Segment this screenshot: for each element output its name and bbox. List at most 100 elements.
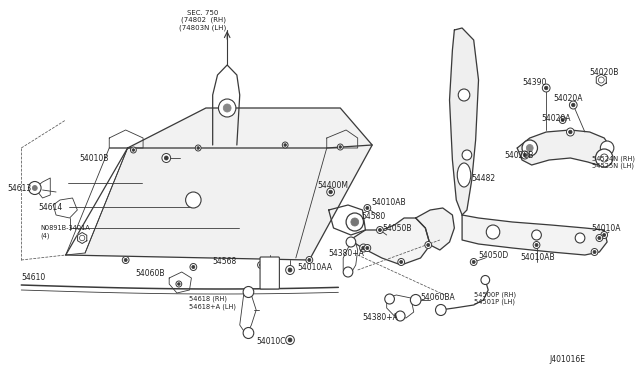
Circle shape [410, 295, 421, 305]
Circle shape [435, 305, 446, 315]
Text: 54568: 54568 [212, 257, 237, 266]
Circle shape [572, 103, 575, 107]
Circle shape [360, 244, 367, 252]
Circle shape [346, 237, 356, 247]
Circle shape [243, 286, 254, 298]
Text: 54060BA: 54060BA [420, 294, 455, 302]
Text: 54613: 54613 [8, 183, 32, 192]
Text: 54060B: 54060B [135, 269, 165, 278]
Polygon shape [66, 145, 372, 260]
Circle shape [308, 259, 311, 262]
Circle shape [176, 281, 182, 287]
Text: 54050D: 54050D [479, 251, 509, 260]
Circle shape [591, 248, 598, 256]
Circle shape [288, 338, 292, 342]
Circle shape [561, 118, 564, 122]
Text: 54400M: 54400M [317, 180, 348, 189]
Circle shape [603, 233, 605, 237]
Circle shape [398, 259, 404, 266]
Circle shape [545, 86, 548, 90]
Circle shape [396, 311, 405, 321]
Circle shape [425, 241, 431, 248]
Text: 54610: 54610 [21, 273, 45, 282]
Circle shape [243, 327, 254, 339]
Text: 54390: 54390 [522, 77, 547, 87]
Polygon shape [517, 130, 611, 165]
Circle shape [533, 241, 540, 248]
Circle shape [598, 237, 601, 240]
Circle shape [521, 151, 529, 159]
Polygon shape [462, 215, 607, 255]
Circle shape [164, 156, 168, 160]
Text: J401016E: J401016E [549, 356, 585, 365]
Text: 54614: 54614 [38, 202, 63, 212]
Circle shape [568, 130, 572, 134]
Circle shape [366, 206, 369, 209]
Polygon shape [596, 74, 606, 86]
Text: 54050B: 54050B [383, 224, 412, 232]
Ellipse shape [457, 163, 471, 187]
Circle shape [192, 266, 195, 269]
Circle shape [376, 227, 383, 234]
Circle shape [131, 147, 136, 153]
Text: 54010AB: 54010AB [371, 198, 406, 206]
Circle shape [190, 263, 196, 270]
Circle shape [600, 141, 614, 155]
Circle shape [364, 244, 371, 251]
Circle shape [223, 104, 231, 112]
Text: 54010A: 54010A [591, 224, 621, 232]
Circle shape [378, 228, 381, 232]
Circle shape [346, 213, 364, 231]
Circle shape [327, 188, 335, 196]
Circle shape [462, 150, 472, 160]
Polygon shape [416, 208, 454, 250]
Text: 54618 (RH)
54618+A (LH): 54618 (RH) 54618+A (LH) [189, 296, 236, 310]
Text: 54020A: 54020A [541, 113, 571, 122]
Circle shape [124, 259, 127, 262]
Circle shape [399, 260, 403, 264]
Text: 54482: 54482 [472, 173, 496, 183]
Circle shape [282, 142, 288, 148]
Circle shape [598, 77, 604, 83]
Circle shape [284, 144, 287, 146]
Circle shape [596, 234, 603, 241]
Polygon shape [127, 108, 372, 148]
Circle shape [366, 246, 369, 250]
Circle shape [595, 149, 613, 167]
Circle shape [526, 144, 533, 151]
Circle shape [532, 230, 541, 240]
Text: 54020B: 54020B [589, 67, 619, 77]
Text: 54010AA: 54010AA [298, 263, 333, 273]
Circle shape [329, 190, 332, 194]
Circle shape [470, 259, 477, 266]
Circle shape [362, 246, 365, 250]
Circle shape [593, 250, 596, 254]
Circle shape [132, 149, 134, 151]
Text: N0891B-3401A
(4): N0891B-3401A (4) [40, 225, 90, 239]
Circle shape [559, 116, 566, 124]
Circle shape [285, 336, 294, 344]
Text: 54500P (RH)
54501P (LH): 54500P (RH) 54501P (LH) [474, 291, 516, 305]
Circle shape [339, 146, 342, 148]
Circle shape [385, 294, 394, 304]
Circle shape [162, 154, 171, 163]
Text: 54380+A: 54380+A [362, 314, 398, 323]
Text: SEC. 750
(74802  (RH)
(74803N (LH): SEC. 750 (74802 (RH) (74803N (LH) [179, 10, 227, 31]
Circle shape [566, 128, 574, 136]
Circle shape [337, 144, 343, 150]
FancyBboxPatch shape [260, 257, 280, 289]
Circle shape [306, 257, 313, 263]
Circle shape [600, 154, 608, 162]
Circle shape [29, 182, 41, 195]
Circle shape [522, 140, 538, 156]
Polygon shape [449, 28, 479, 215]
Text: 54020A: 54020A [553, 93, 582, 103]
Circle shape [177, 283, 180, 285]
Circle shape [351, 218, 358, 226]
Circle shape [285, 266, 294, 275]
Text: 54010C: 54010C [256, 337, 285, 346]
Circle shape [481, 276, 490, 285]
Circle shape [259, 263, 262, 267]
Text: 54580: 54580 [362, 212, 386, 221]
Text: 54010B: 54010B [79, 154, 108, 163]
